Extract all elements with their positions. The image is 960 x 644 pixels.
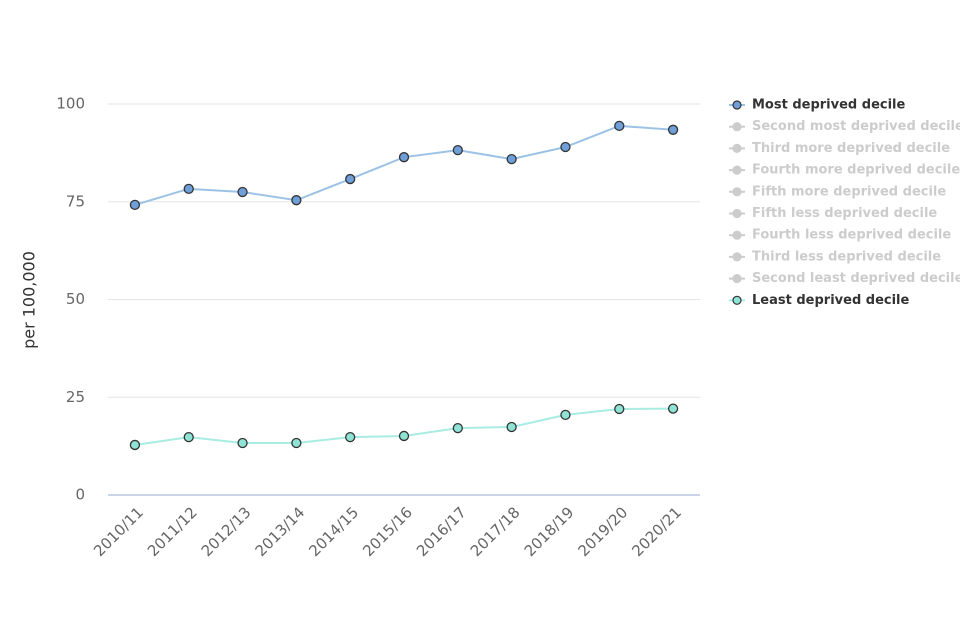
x-tick-label: 2011/12 bbox=[144, 503, 201, 560]
y-tick-label: 100 bbox=[56, 95, 85, 113]
legend-marker bbox=[732, 252, 742, 262]
data-point bbox=[560, 141, 571, 153]
legend-label: Third less deprived decile bbox=[752, 249, 941, 264]
data-point bbox=[129, 439, 141, 451]
legend-marker bbox=[732, 100, 742, 110]
x-tick-label: 2012/13 bbox=[198, 503, 255, 560]
y-tick-label: 0 bbox=[75, 486, 85, 504]
legend-label: Third more deprived decile bbox=[752, 141, 950, 156]
data-point bbox=[398, 430, 410, 442]
data-point bbox=[667, 403, 679, 414]
legend-marker bbox=[732, 208, 742, 219]
data-point bbox=[452, 422, 463, 434]
data-point bbox=[129, 199, 141, 211]
legend-label: Fifth less deprived decile bbox=[752, 206, 937, 221]
legend-marker bbox=[732, 165, 742, 175]
data-point bbox=[237, 186, 248, 198]
data-point bbox=[614, 120, 625, 132]
x-tick-label: 2019/20 bbox=[574, 503, 631, 560]
data-point bbox=[506, 153, 517, 165]
data-point bbox=[345, 431, 356, 443]
y-axis-label: per 100,000 bbox=[20, 251, 39, 349]
legend-label: Second most deprived decile bbox=[752, 119, 960, 134]
y-tick-label: 50 bbox=[66, 290, 85, 308]
x-tick-label: 2015/16 bbox=[359, 503, 416, 560]
x-tick-label: 2016/17 bbox=[413, 503, 470, 560]
data-point bbox=[452, 144, 463, 156]
legend-marker bbox=[732, 230, 742, 240]
legend-marker bbox=[732, 274, 742, 284]
legend-marker bbox=[732, 187, 742, 197]
legend-label: Second least deprived decile bbox=[752, 271, 960, 286]
x-tick-label: 2014/15 bbox=[305, 503, 362, 560]
legend-marker bbox=[732, 295, 742, 305]
data-point bbox=[506, 421, 517, 433]
legend-label: Fifth more deprived decile bbox=[752, 184, 946, 199]
x-tick-label: 2017/18 bbox=[467, 503, 524, 560]
data-point bbox=[183, 431, 194, 443]
data-point bbox=[614, 403, 625, 415]
legend-label: Most deprived decile bbox=[752, 98, 906, 113]
legend-marker bbox=[732, 143, 742, 153]
legend-marker bbox=[732, 122, 742, 132]
x-tick-label: 2018/19 bbox=[521, 503, 578, 560]
x-tick-label: 2010/11 bbox=[90, 503, 147, 560]
data-point bbox=[560, 409, 571, 420]
data-point bbox=[345, 173, 356, 185]
data-point bbox=[291, 437, 302, 449]
legend-label: Fourth less deprived decile bbox=[752, 228, 951, 243]
y-tick-label: 75 bbox=[66, 192, 85, 210]
data-point bbox=[667, 124, 679, 135]
data-point bbox=[398, 152, 410, 163]
legend-label: Least deprived decile bbox=[752, 293, 910, 308]
legend-label: Fourth more deprived decile bbox=[752, 163, 960, 178]
x-tick-label: 2020/21 bbox=[628, 503, 685, 560]
y-tick-label: 25 bbox=[66, 388, 85, 406]
data-point bbox=[291, 195, 302, 206]
x-tick-label: 2013/14 bbox=[252, 503, 309, 560]
series-line bbox=[134, 124, 674, 206]
data-point bbox=[237, 437, 248, 449]
data-point bbox=[183, 183, 194, 194]
